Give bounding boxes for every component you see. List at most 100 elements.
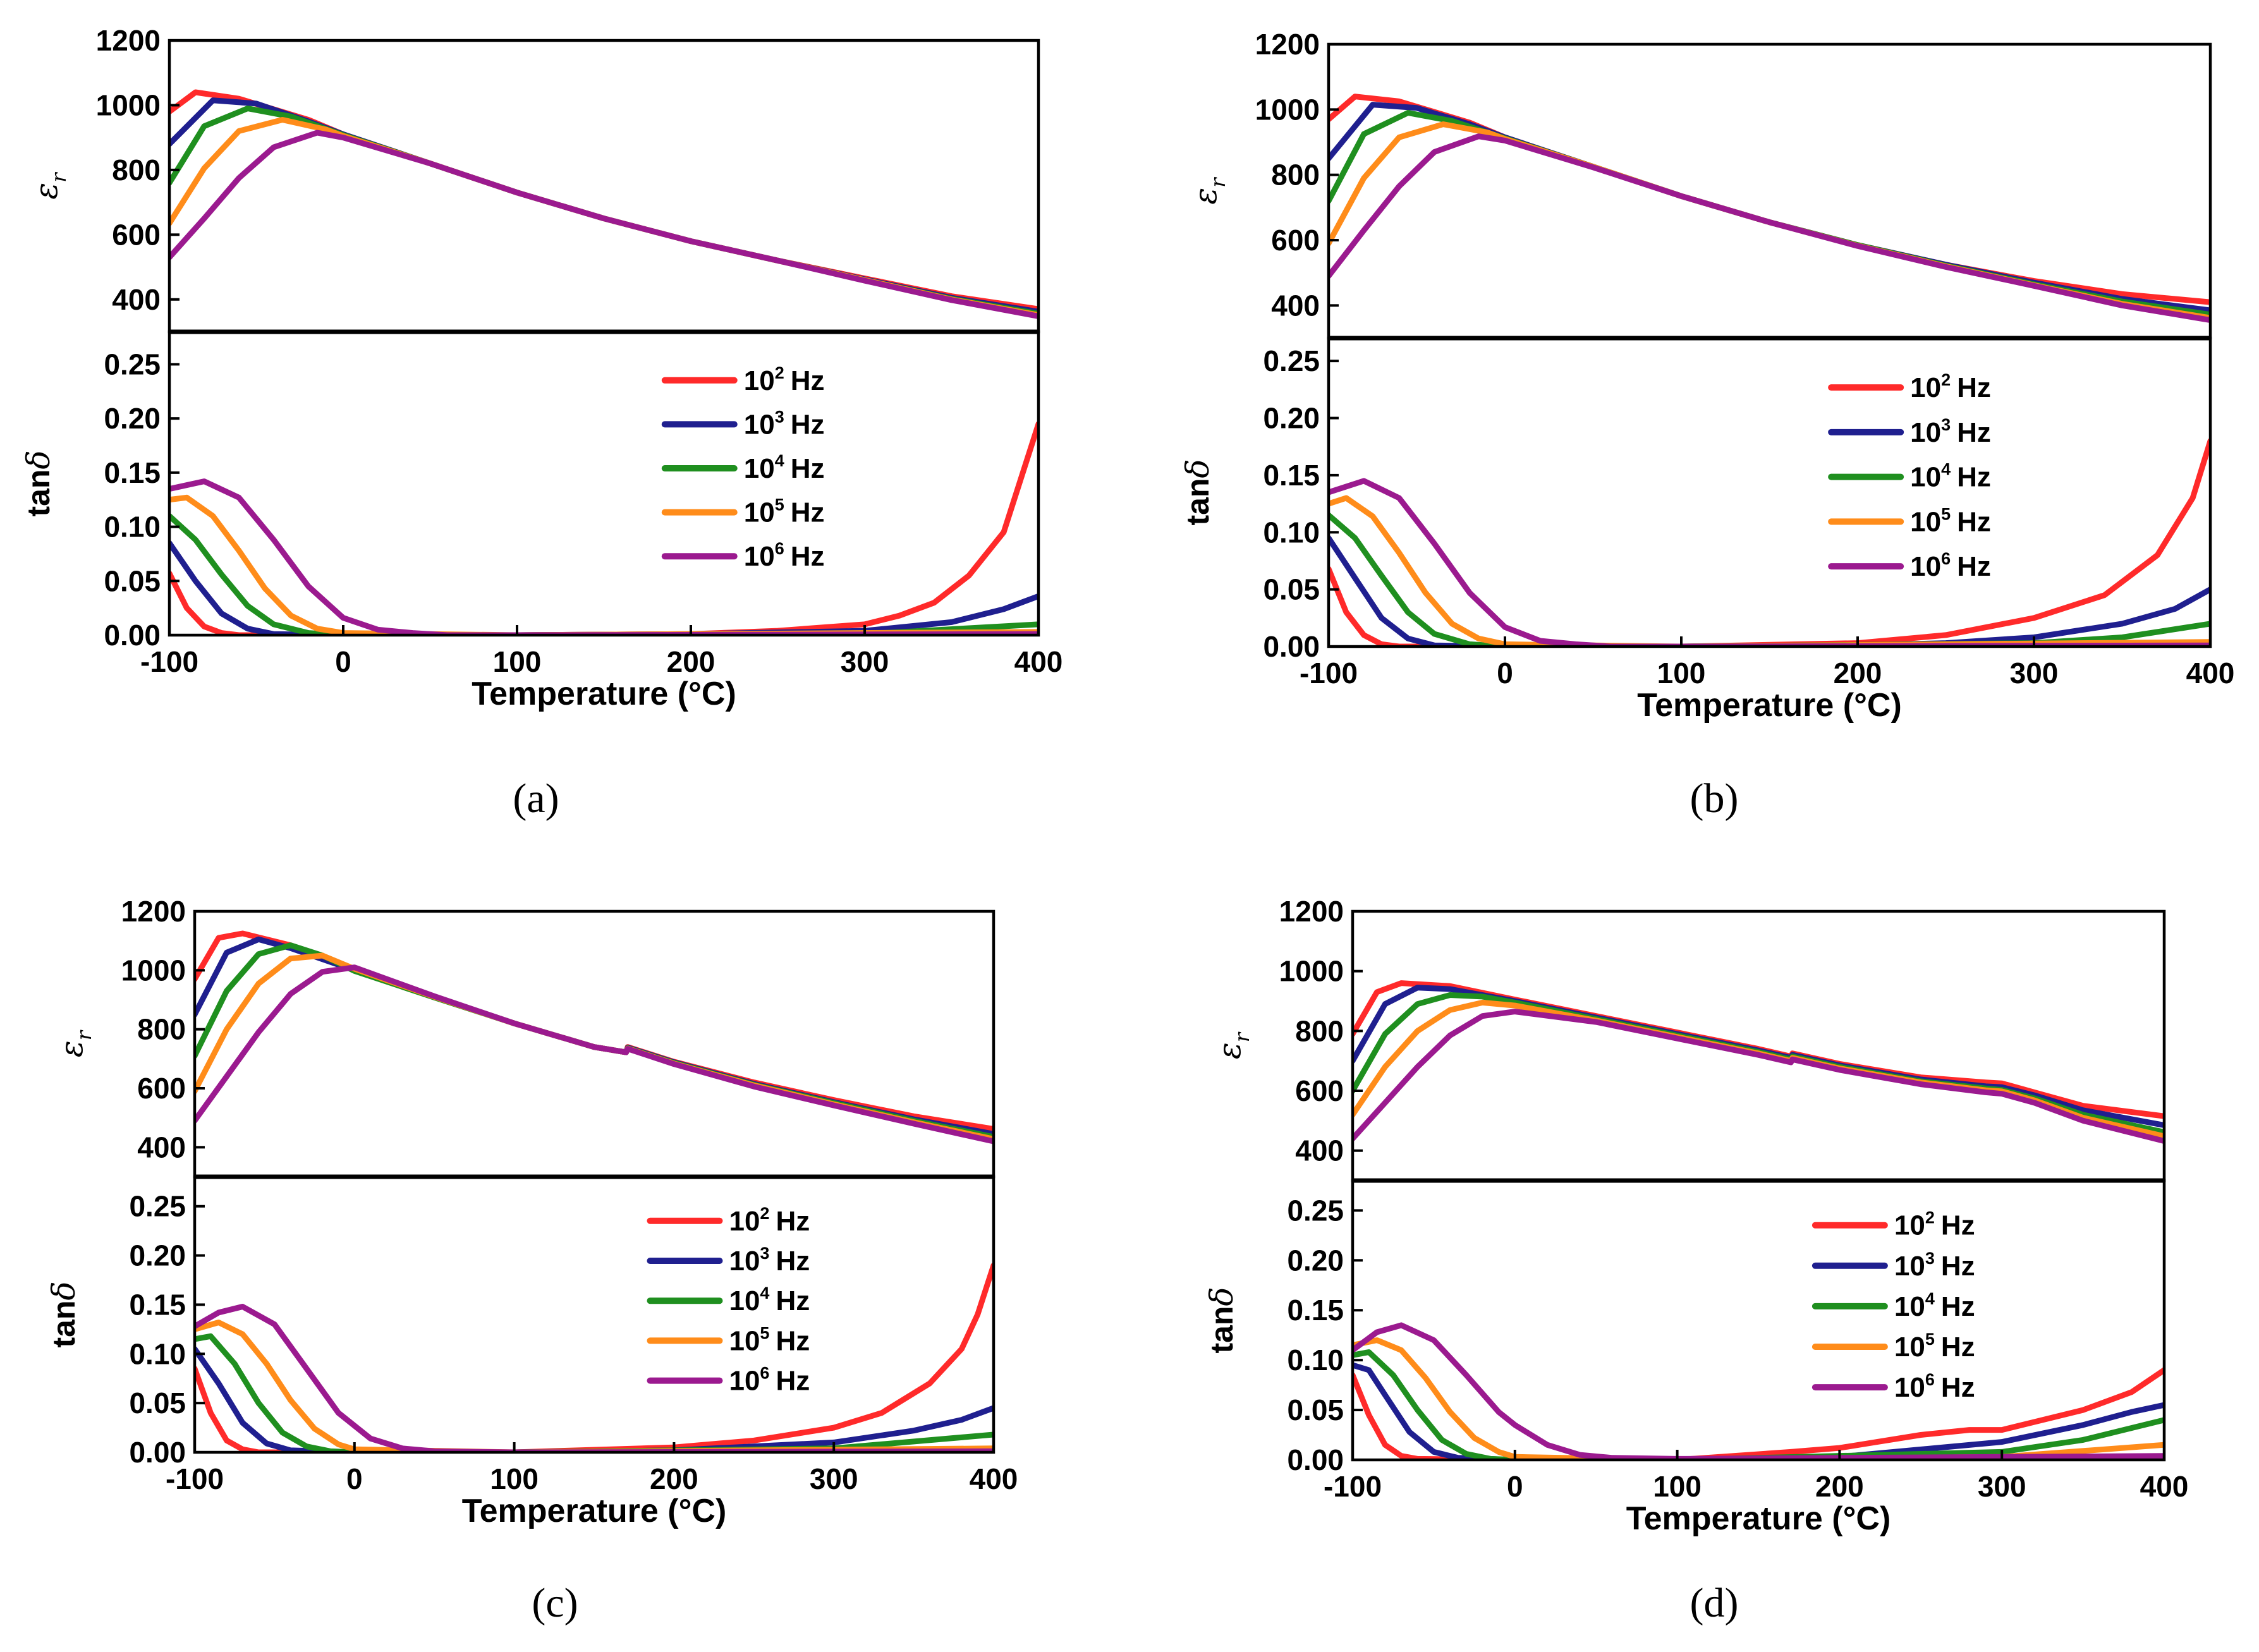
tan-y-tick-label: 0.05 [104, 564, 161, 597]
legend-label: 106 Hz [1894, 1370, 1975, 1403]
tan-series-line-2 [1353, 1367, 2164, 1460]
eps-series-line-4 [1353, 992, 2164, 1135]
eps-y-tick-label: 1000 [1279, 955, 1344, 988]
panel-b: -100 0 100 200 300 400 400 600 800 1000 1200 0.00 0.… [1179, 28, 2234, 822]
tan-y-tick-label: 0.05 [129, 1387, 186, 1419]
tan-series-line-3 [1329, 535, 2210, 647]
x-axis-title: Temperature (°C) [462, 1493, 727, 1529]
eps-y-tick-label: 800 [1271, 159, 1320, 191]
eps-y-axis-title: εr [1187, 177, 1230, 205]
eps-curves [195, 930, 994, 1145]
tan-series-line-3 [169, 540, 1038, 635]
x-tick-label: 100 [493, 645, 542, 678]
tan-plot-frame [193, 1175, 996, 1454]
tan-y-axis-title: tanδ [1179, 459, 1216, 525]
tan-curves [169, 421, 1038, 635]
x-tick-label: 200 [650, 1462, 698, 1495]
eps-series-line-2 [195, 930, 994, 1132]
legend-label: 102 Hz [1910, 370, 1991, 403]
legend-item: 106 Hz [1811, 1370, 1975, 1403]
tan-y-tick-label: 0.25 [129, 1190, 186, 1223]
eps-curves [169, 89, 1038, 319]
legend-item: 105 Hz [1811, 1330, 1975, 1363]
tan-series-line-5 [1353, 1337, 2164, 1460]
tan-y-tick-label: 0.10 [129, 1337, 186, 1370]
tan-y-tick-label: 0.05 [1287, 1394, 1344, 1426]
tan-y-tick-label: 0.15 [104, 456, 161, 489]
panel-a: -100 0 100 200 300 400 400 600 800 1000 1200 0.00 0.… [20, 24, 1063, 822]
legend-label: 103 Hz [744, 407, 825, 440]
legend-label: 102 Hz [1894, 1208, 1975, 1241]
eps-y-tick-label: 400 [1295, 1134, 1344, 1167]
x-tick-label: -100 [166, 1462, 224, 1495]
eps-y-tick-label: 1200 [96, 24, 161, 57]
eps-y-tick-label: 400 [112, 283, 161, 316]
legend-item: 103 Hz [647, 1244, 810, 1277]
legend-label: 105 Hz [1910, 504, 1991, 537]
eps-series-line-3 [169, 97, 1038, 315]
legend-label: 105 Hz [1894, 1330, 1975, 1363]
panel-caption: (a) [513, 775, 559, 822]
eps-y-tick-label: 1000 [96, 88, 161, 121]
tan-y-tick-label: 0.00 [1287, 1443, 1344, 1476]
tan-y-tick-label: 0.05 [1263, 573, 1320, 606]
eps-y-axis-title: εr [53, 1029, 96, 1057]
tan-series-line-6 [169, 478, 1038, 635]
tan-series-line-6 [1353, 1322, 2164, 1460]
legend: 102 Hz 103 Hz 104 Hz 105 Hz 106 Hz [1828, 370, 1991, 582]
legend: 102 Hz 103 Hz 104 Hz 105 Hz 106 Hz [661, 363, 825, 572]
x-tick-label: 0 [1497, 657, 1513, 689]
legend-label: 102 Hz [729, 1204, 810, 1237]
eps-series-line-6 [195, 964, 994, 1145]
legend-item: 104 Hz [647, 1284, 810, 1316]
tan-y-tick-label: 0.20 [1263, 402, 1320, 435]
tan-y-axis-title: tanδ [46, 1281, 82, 1347]
legend-item: 104 Hz [1828, 460, 1991, 493]
eps-series-line-3 [1329, 102, 2210, 313]
tan-curves [1329, 438, 2210, 647]
eps-y-axis-title: εr [28, 172, 71, 200]
x-tick-label: -100 [1300, 657, 1358, 689]
tan-series-line-5 [1329, 495, 2210, 647]
eps-series-line-3 [195, 936, 994, 1137]
legend-item: 106 Hz [647, 1364, 810, 1397]
panel-d: -100 0 100 200 300 400 400 600 800 1000 1200 0.00 0.… [1203, 895, 2188, 1626]
legend: 102 Hz 103 Hz 104 Hz 105 Hz 106 Hz [1811, 1208, 1975, 1403]
x-tick-label: 400 [2140, 1470, 2189, 1503]
eps-y-tick-label: 600 [137, 1072, 186, 1105]
panel-caption: (c) [532, 1580, 578, 1626]
tan-series-line-3 [195, 1346, 994, 1452]
eps-y-tick-label: 600 [112, 218, 161, 251]
x-tick-label: 0 [346, 1462, 363, 1495]
legend-item: 106 Hz [1828, 549, 1991, 582]
legend-label: 106 Hz [1910, 549, 1991, 582]
legend-item: 102 Hz [1828, 370, 1991, 403]
eps-series-line-6 [1329, 133, 2210, 324]
legend-label: 104 Hz [729, 1284, 810, 1316]
eps-y-tick-label: 800 [137, 1013, 186, 1046]
eps-y-tick-label: 400 [1271, 289, 1320, 322]
tan-y-tick-label: 0.15 [129, 1288, 186, 1321]
legend-label: 103 Hz [1910, 415, 1991, 448]
eps-curves [1329, 94, 2210, 324]
eps-y-tick-label: 800 [112, 154, 161, 186]
x-tick-label: 400 [970, 1462, 1018, 1495]
eps-y-tick-label: 1200 [1255, 28, 1320, 61]
legend-item: 105 Hz [647, 1323, 810, 1356]
panel-c: -100 0 100 200 300 400 400 600 800 1000 1200 0.00 0.… [46, 895, 1018, 1626]
legend-item: 104 Hz [661, 451, 825, 484]
tan-series-line-4 [1353, 1349, 2164, 1460]
eps-plot-frame [1351, 909, 2166, 1182]
panel-caption: (b) [1690, 775, 1739, 822]
legend-item: 103 Hz [661, 407, 825, 440]
x-tick-label: 400 [1014, 645, 1063, 678]
eps-y-tick-label: 600 [1295, 1074, 1344, 1107]
legend-label: 104 Hz [1894, 1289, 1975, 1322]
tan-curves [195, 1262, 994, 1452]
legend-item: 102 Hz [647, 1204, 810, 1237]
eps-y-tick-label: 800 [1295, 1014, 1344, 1047]
x-tick-label: 0 [1507, 1470, 1523, 1503]
tan-y-tick-label: 0.25 [104, 348, 161, 380]
tan-y-tick-label: 0.25 [1263, 344, 1320, 377]
x-axis-title: Temperature (°C) [472, 676, 736, 712]
